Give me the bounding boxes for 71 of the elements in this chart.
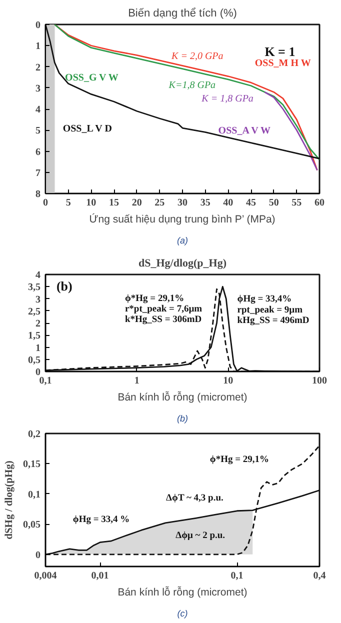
annotation: Δϕμ ~ 2 p.u. <box>176 530 226 541</box>
annotation: ϕHg = 33,4% <box>237 294 292 305</box>
text: OSS_L V D <box>62 124 112 135</box>
x-tick-label: 5 <box>66 198 71 208</box>
annotation: (b) <box>56 278 72 294</box>
y-tick-label: 8 <box>36 189 40 200</box>
annotation: k*Hg_SS = 306mD <box>124 315 202 326</box>
x-tick-label: 1 <box>134 376 140 386</box>
x-tick-label: 0 <box>43 198 48 208</box>
y-tick-label: 7 <box>36 168 40 179</box>
text: (c) <box>177 608 188 618</box>
x-tick-label: 10 <box>223 376 234 386</box>
annotation: ΔϕT ~ 4,3 p.u. <box>166 494 224 504</box>
x-tick-label: 15 <box>109 198 119 208</box>
y-tick-label: 4 <box>36 270 40 281</box>
text: (a) <box>177 236 188 246</box>
x-tick-label: 100 <box>312 376 327 386</box>
x-tick-label: 25 <box>154 198 165 208</box>
x-axis-title: Bán kính lỗ rỗng (micromet) <box>118 390 248 404</box>
y-tick-label: 1 <box>36 342 40 354</box>
x-tick-label: 0,1 <box>230 570 244 582</box>
x-tick-label: 10 <box>86 198 96 208</box>
annotation: ϕHg = 33,4 % <box>72 514 130 525</box>
x-tick-label: 0,004 <box>34 570 57 582</box>
series-label: OSS_M H W <box>254 58 311 69</box>
y-tick-label: 0 <box>36 367 40 378</box>
x-tick-label: 35 <box>200 198 210 208</box>
y-tick-label: 2,5 <box>28 306 40 318</box>
x-tick-label: 55 <box>292 198 302 208</box>
y-tick-label: 3 <box>36 294 40 306</box>
series-label: OSS_G V W <box>65 72 118 84</box>
annotation: r*pt_peak = 7,6µm <box>124 304 202 314</box>
annotation: ϕ*Hg = 29,1% <box>210 455 270 466</box>
y-tick-label: 0,05 <box>23 520 40 531</box>
y-tick-label: 0 <box>36 20 40 31</box>
y-tick-label: 0,1 <box>28 489 40 500</box>
y-tick-label: 3,5 <box>28 282 40 294</box>
annotation: K = 1 <box>264 44 296 60</box>
x-tick-label: 45 <box>246 198 256 208</box>
x-axis-title: Ứng suất hiệu dụng trung bình P’ (MPa) <box>89 212 276 226</box>
x-tick-label: 50 <box>268 198 279 208</box>
y-tick-label: 3 <box>36 83 40 94</box>
y-tick-label: 1 <box>36 41 40 52</box>
annotation: K=1,8 GPa <box>168 80 216 91</box>
x-tick-label: 20 <box>132 198 142 208</box>
annotation: K = 1,8 GPa <box>200 93 254 104</box>
y-tick-label: 5 <box>36 126 40 137</box>
annotation: kHg_SS = 496mD <box>237 316 310 326</box>
x-tick-label: 40 <box>223 198 234 208</box>
y-tick-label: 0,2 <box>28 429 40 440</box>
y-tick-label: 6 <box>36 146 40 158</box>
text: (b) <box>177 414 188 424</box>
y-tick-label: 0 <box>36 550 40 561</box>
y-tick-label: 0,5 <box>28 354 40 366</box>
x-tick-label: 0,4 <box>313 570 326 582</box>
y-tick-label: 0,15 <box>23 459 40 470</box>
y-tick-label: 4 <box>36 104 40 116</box>
y-axis-title: dSHg / dlog(pHg) <box>4 460 15 540</box>
chart-title: dS_Hg/dlog(p_Hg) <box>138 258 227 270</box>
y-tick-label: 2 <box>36 62 40 74</box>
annotation: rpt_peak = 9µm <box>237 305 303 316</box>
y-tick-label: 1,5 <box>28 330 40 342</box>
annotation: K = 2,0 GPa <box>170 51 224 62</box>
annotation: ϕ*Hg = 29,1% <box>124 294 184 304</box>
y-tick-label: 2 <box>36 318 40 330</box>
chart-title: Biến dạng thể tích (%) <box>128 8 237 20</box>
x-axis-title: Bán kính lỗ rỗng (micromet) <box>118 586 248 598</box>
x-tick-label: 0,01 <box>91 570 109 582</box>
series-label: OSS_A V W <box>218 126 271 136</box>
x-tick-label: 60 <box>314 198 324 208</box>
x-tick-label: 30 <box>178 198 188 208</box>
